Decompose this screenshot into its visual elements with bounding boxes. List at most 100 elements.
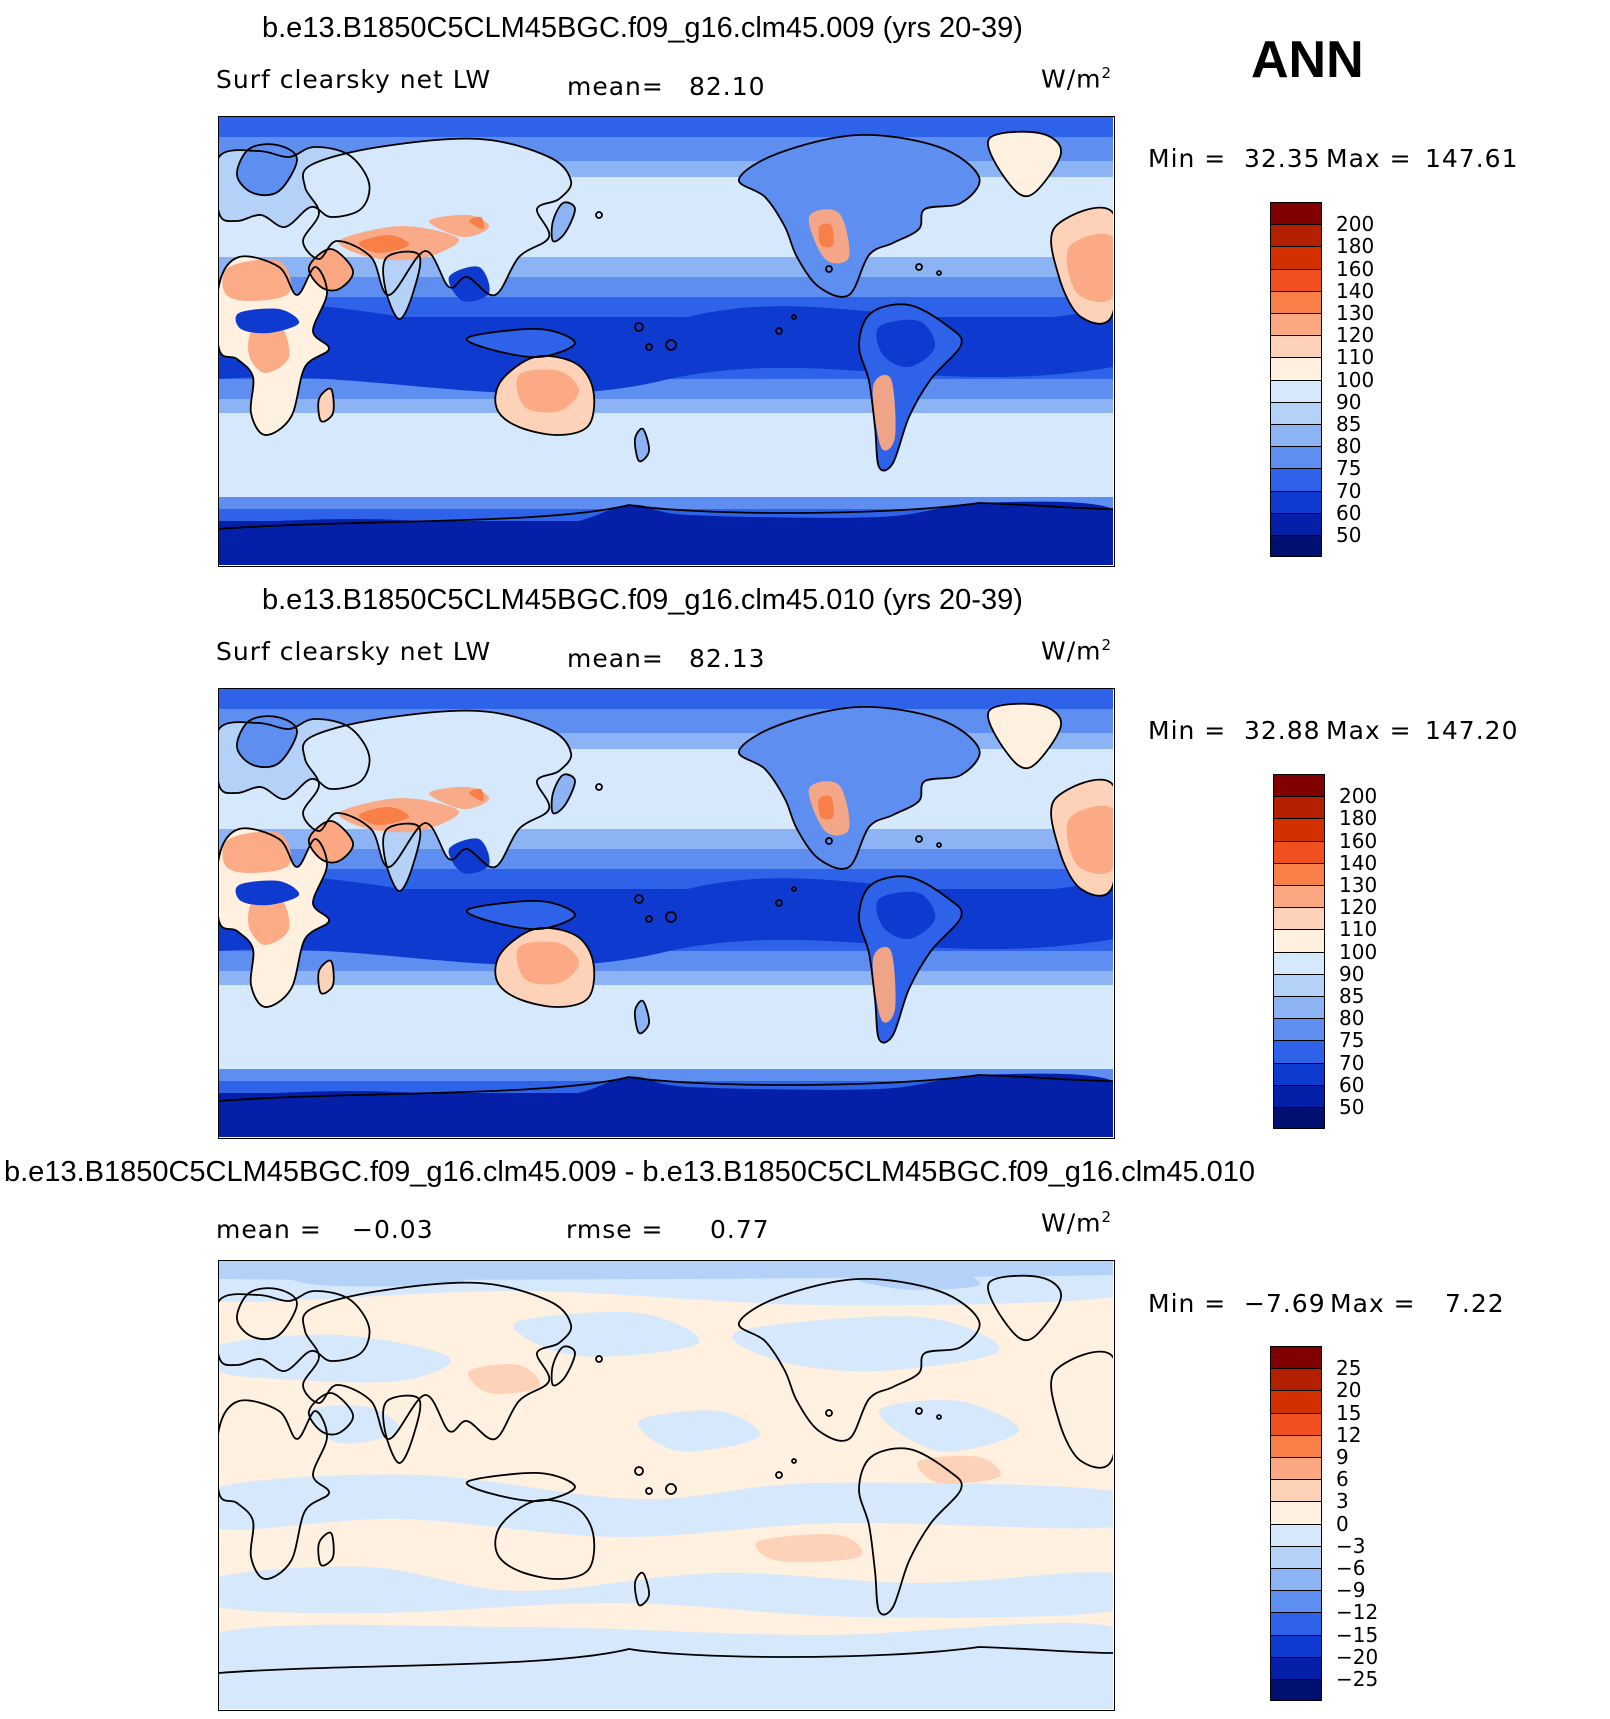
panel-3-units: W/m2	[1041, 1208, 1113, 1238]
colorbar-frame	[1273, 774, 1325, 1130]
colorbar-swatch	[1270, 1545, 1322, 1568]
colorbar-tick-label: 25	[1336, 1356, 1362, 1381]
colorbar-tick-label: 85	[1339, 984, 1365, 1008]
colorbar-tick-label: 70	[1339, 1050, 1365, 1075]
colorbar-tick-label: 60	[1336, 500, 1362, 525]
colorbar-swatch	[1270, 202, 1322, 225]
colorbar-swatch	[1273, 840, 1325, 863]
panel-3-min-value: −7.69	[1244, 1289, 1326, 1318]
colorbar-swatch	[1270, 335, 1322, 358]
colorbar-tick-label: 120	[1339, 895, 1378, 920]
colorbar-tick-label: 130	[1339, 873, 1378, 897]
colorbar-swatch	[1273, 1062, 1325, 1085]
colorbar-swatch	[1270, 1590, 1322, 1613]
colorbar-tick-label: 180	[1339, 806, 1378, 831]
panel-3-min-label: Min =	[1148, 1289, 1227, 1318]
colorbar-swatch	[1270, 1479, 1322, 1502]
colorbar-swatch	[1270, 1434, 1322, 1457]
colorbar-tick-label: 100	[1339, 939, 1378, 964]
panel-1-max-label: Max =	[1326, 144, 1412, 173]
colorbar-tick-label: 70	[1336, 478, 1362, 503]
panel-2-min-value: 32.88	[1244, 716, 1321, 745]
panel-1-mean-label: mean=	[567, 72, 664, 101]
colorbar-swatch	[1273, 1107, 1325, 1130]
colorbar-tick-label: 15	[1336, 1400, 1362, 1425]
colorbar-swatch	[1270, 357, 1322, 380]
panel-2-mean-value: 82.13	[689, 644, 766, 673]
colorbar-swatch	[1270, 1412, 1322, 1435]
panel-3-max-value: 7.22	[1445, 1289, 1505, 1318]
colorbar-swatch	[1270, 535, 1322, 558]
colorbar-tick-label: 9	[1336, 1445, 1349, 1469]
colorbar-tick-label: 20	[1336, 1378, 1362, 1403]
colorbar-swatch	[1270, 424, 1322, 447]
colorbar-tick-label: 75	[1339, 1028, 1365, 1053]
colorbar-swatch	[1270, 468, 1322, 491]
panel-1-units: W/m2	[1041, 64, 1113, 94]
colorbar-tick-label: 180	[1336, 234, 1375, 259]
panel-2-max-value: 147.20	[1425, 716, 1519, 745]
panel-1-mean-value: 82.10	[689, 72, 766, 101]
colorbar-swatch	[1270, 512, 1322, 535]
colorbar-swatch	[1273, 973, 1325, 996]
panel-3-rmse-label: rmse =	[566, 1215, 664, 1244]
panel-1-title: b.e13.B1850C5CLM45BGC.f09_g16.clm45.009 …	[262, 12, 1023, 44]
panel-2-map	[218, 688, 1115, 1139]
colorbar-tick-label: 80	[1336, 434, 1362, 459]
colorbar-frame	[1270, 202, 1322, 558]
colorbar-swatch	[1270, 1390, 1322, 1413]
colorbar-swatch	[1273, 818, 1325, 841]
colorbar-tick-label: 200	[1336, 212, 1375, 237]
panel-3-title: b.e13.B1850C5CLM45BGC.f09_g16.clm45.009 …	[4, 1156, 1256, 1188]
panel-1-min-label: Min =	[1148, 144, 1227, 173]
colorbar-swatch	[1270, 1679, 1322, 1702]
colorbar-swatch	[1273, 885, 1325, 908]
season-label: ANN	[1251, 31, 1364, 89]
colorbar-tick-label: 75	[1336, 456, 1362, 481]
panel-2-min-label: Min =	[1148, 716, 1227, 745]
colorbar-swatch	[1273, 862, 1325, 885]
colorbar-swatch	[1273, 774, 1325, 797]
colorbar-tick-label: 50	[1336, 523, 1362, 547]
panel-1-min-value: 32.35	[1244, 144, 1321, 173]
colorbar-swatch	[1270, 1523, 1322, 1546]
colorbar-swatch	[1270, 1612, 1322, 1635]
panel-1-colorbar: 200 180 160 140 130 120 110 100 90 85 80 75 70 60 50	[1270, 202, 1410, 558]
colorbar-swatch	[1270, 1568, 1322, 1591]
colorbar-swatch	[1273, 929, 1325, 952]
colorbar-swatch	[1273, 1084, 1325, 1107]
colorbar-swatch	[1270, 246, 1322, 269]
colorbar-tick-label: 100	[1336, 367, 1375, 392]
colorbar-tick-label: 160	[1336, 256, 1375, 281]
colorbar-tick-label: −15	[1336, 1622, 1379, 1647]
colorbar-swatch	[1270, 313, 1322, 336]
colorbar-tick-label: 6	[1336, 1467, 1349, 1492]
colorbar-tick-label: 200	[1339, 784, 1378, 809]
panel-2-title: b.e13.B1850C5CLM45BGC.f09_g16.clm45.010 …	[262, 584, 1023, 616]
colorbar-tick-label: 12	[1336, 1422, 1362, 1447]
panel-1-variable: Surf clearsky net LW	[216, 65, 492, 94]
colorbar-tick-label: 140	[1339, 850, 1378, 875]
colorbar-swatch	[1270, 446, 1322, 469]
colorbar-tick-label: 110	[1339, 917, 1378, 942]
panel-3-colorbar: 25 20 15 12 9 6 3 0 −3 −6 −9 −12 −15 −20 −25	[1270, 1346, 1410, 1702]
colorbar-tick-label: −3	[1336, 1533, 1366, 1558]
colorbar-tick-label: −12	[1336, 1600, 1379, 1625]
colorbar-tick-label: 90	[1339, 961, 1365, 986]
colorbar-tick-label: −6	[1336, 1556, 1366, 1580]
colorbar-swatch	[1270, 224, 1322, 247]
colorbar-tick-label: 80	[1339, 1006, 1365, 1031]
panel-2-mean-label: mean=	[567, 644, 664, 673]
panel-3-map	[218, 1260, 1115, 1711]
colorbar-tick-label: −20	[1336, 1644, 1379, 1669]
colorbar-swatch	[1270, 401, 1322, 424]
panel-2-colorbar: 200 180 160 140 130 120 110 100 90 85 80 75 70 60 50	[1273, 774, 1413, 1130]
colorbar-swatch	[1270, 1501, 1322, 1524]
panel-3-rmse-value: 0.77	[710, 1215, 770, 1244]
panel-2-variable: Surf clearsky net LW	[216, 637, 492, 666]
colorbar-swatch	[1273, 996, 1325, 1019]
panel-1-map	[218, 116, 1115, 567]
colorbar-swatch	[1270, 1457, 1322, 1480]
colorbar-tick-label: 130	[1336, 301, 1375, 325]
colorbar-tick-label: 3	[1336, 1489, 1349, 1514]
